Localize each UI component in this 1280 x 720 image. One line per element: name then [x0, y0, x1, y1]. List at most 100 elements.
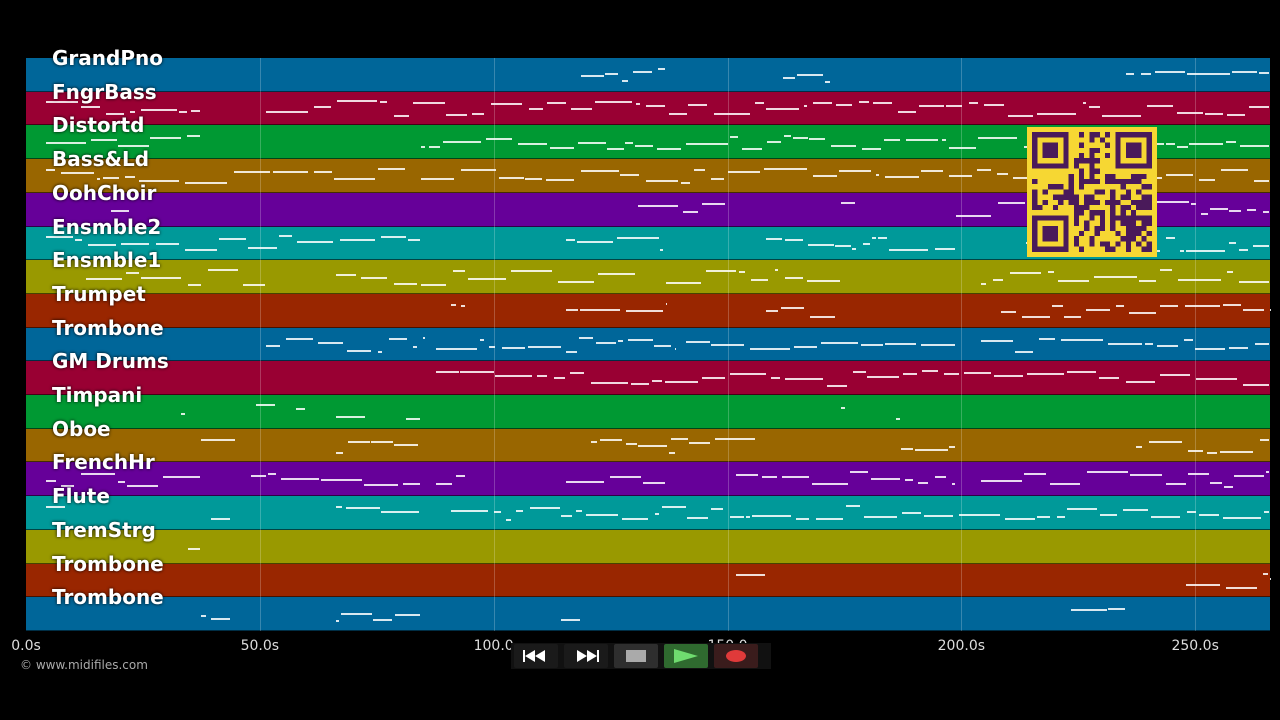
- note: [797, 73, 823, 76]
- note: [162, 475, 200, 478]
- note: [809, 138, 826, 141]
- note: [952, 483, 955, 486]
- note: [920, 344, 955, 346]
- note: [81, 473, 116, 476]
- note: [88, 243, 117, 246]
- note: [296, 240, 334, 243]
- note: [413, 101, 445, 104]
- note: [918, 104, 944, 107]
- note: [1001, 311, 1016, 314]
- note: [334, 177, 376, 180]
- note: [446, 114, 467, 117]
- note: [210, 617, 230, 620]
- track-label: GrandPno: [52, 46, 163, 70]
- note: [657, 67, 665, 70]
- note: [1229, 347, 1249, 350]
- note: [525, 177, 542, 180]
- note: [346, 506, 380, 509]
- note: [845, 505, 861, 508]
- note: [561, 514, 573, 517]
- note: [429, 145, 440, 148]
- note: [864, 516, 897, 519]
- note: [736, 573, 765, 576]
- rewind-button[interactable]: [514, 644, 558, 668]
- note: [671, 438, 688, 441]
- note: [141, 108, 178, 111]
- note: [211, 518, 230, 521]
- note: [792, 136, 808, 139]
- note: [1200, 213, 1208, 216]
- note: [654, 513, 660, 516]
- note: [905, 138, 938, 141]
- note: [1049, 483, 1081, 486]
- note: [1223, 485, 1234, 488]
- note: [1108, 607, 1125, 610]
- note: [1056, 515, 1065, 518]
- note: [729, 373, 766, 376]
- record-button[interactable]: [714, 644, 758, 668]
- track-lane: [26, 260, 1270, 294]
- note: [918, 481, 928, 484]
- note: [1258, 71, 1269, 74]
- note: [1098, 376, 1120, 379]
- note: [820, 342, 859, 345]
- note: [620, 173, 640, 176]
- note: [1047, 270, 1055, 273]
- note: [1128, 312, 1157, 315]
- track-label: Ensmble1: [52, 248, 162, 273]
- play-button[interactable]: [664, 644, 708, 668]
- note: [634, 144, 653, 147]
- note: [870, 478, 901, 481]
- note: [489, 346, 496, 349]
- note: [412, 346, 418, 349]
- note: [628, 339, 653, 342]
- note: [875, 173, 879, 176]
- note: [841, 406, 845, 409]
- note: [766, 140, 781, 143]
- note: [607, 147, 625, 150]
- note: [1156, 201, 1189, 204]
- note: [155, 242, 180, 245]
- note: [689, 441, 710, 444]
- note: [949, 446, 955, 449]
- note: [1180, 250, 1185, 253]
- note: [1150, 516, 1181, 519]
- note: [595, 101, 632, 104]
- note: [750, 279, 769, 282]
- stop-button[interactable]: [614, 644, 658, 668]
- note: [341, 613, 372, 616]
- note: [783, 76, 796, 79]
- track-lane: [26, 462, 1270, 497]
- note: [1176, 146, 1189, 149]
- note: [378, 351, 382, 354]
- note: [403, 483, 420, 486]
- note: [668, 451, 675, 454]
- note: [336, 415, 365, 418]
- note: [575, 509, 583, 512]
- note: [853, 371, 867, 374]
- note: [1155, 70, 1186, 73]
- track-lane: [26, 91, 1270, 126]
- note-segments: [26, 361, 1270, 394]
- qr-code-icon[interactable]: [1027, 127, 1157, 257]
- fast-forward-button[interactable]: [564, 644, 608, 668]
- note: [948, 146, 976, 149]
- note: [664, 381, 699, 384]
- track-label: Ensmble2: [52, 214, 162, 239]
- note: [529, 506, 560, 509]
- note: [256, 403, 275, 406]
- note: [675, 348, 677, 351]
- note: [645, 104, 665, 107]
- note: [766, 237, 783, 240]
- note: [380, 101, 388, 104]
- note: [1136, 446, 1143, 449]
- note: [201, 615, 207, 618]
- note: [421, 145, 425, 148]
- note: [499, 176, 524, 179]
- note: [1253, 245, 1269, 248]
- note: [86, 277, 123, 280]
- tick-label: 50.0s: [240, 638, 280, 654]
- note: [784, 238, 803, 241]
- note: [1225, 587, 1257, 590]
- note: [60, 485, 75, 488]
